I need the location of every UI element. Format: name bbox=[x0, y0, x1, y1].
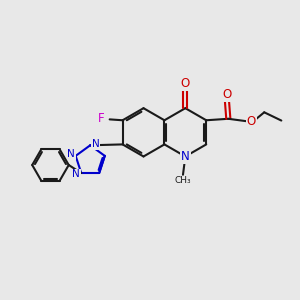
Text: N: N bbox=[181, 150, 190, 163]
Text: O: O bbox=[222, 88, 232, 101]
Text: O: O bbox=[181, 77, 190, 90]
Text: N: N bbox=[68, 149, 75, 159]
Text: CH₃: CH₃ bbox=[175, 176, 191, 185]
Text: F: F bbox=[98, 112, 105, 125]
Text: N: N bbox=[72, 169, 80, 179]
Text: O: O bbox=[247, 115, 256, 128]
Text: N: N bbox=[92, 139, 99, 149]
